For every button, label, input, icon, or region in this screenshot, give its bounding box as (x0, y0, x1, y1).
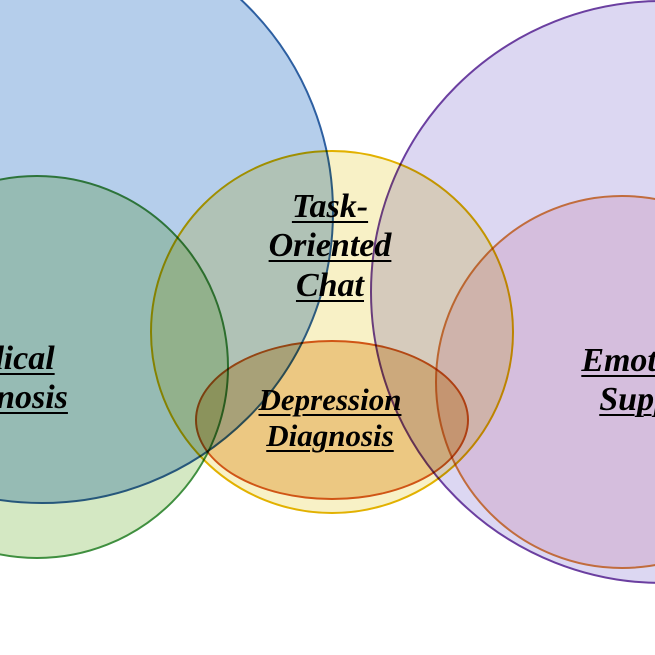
label-depression-diagnosis: DepressionDiagnosis (259, 382, 402, 453)
label-emotional-support: EmotionalSupport (581, 341, 655, 419)
label-medical-diagnosis: MedicalDiagnosis (0, 339, 68, 417)
venn-diagram: Task-OrientedChat DepressionDiagnosis Me… (0, 0, 655, 655)
label-task-oriented-chat: Task-OrientedChat (269, 187, 392, 304)
